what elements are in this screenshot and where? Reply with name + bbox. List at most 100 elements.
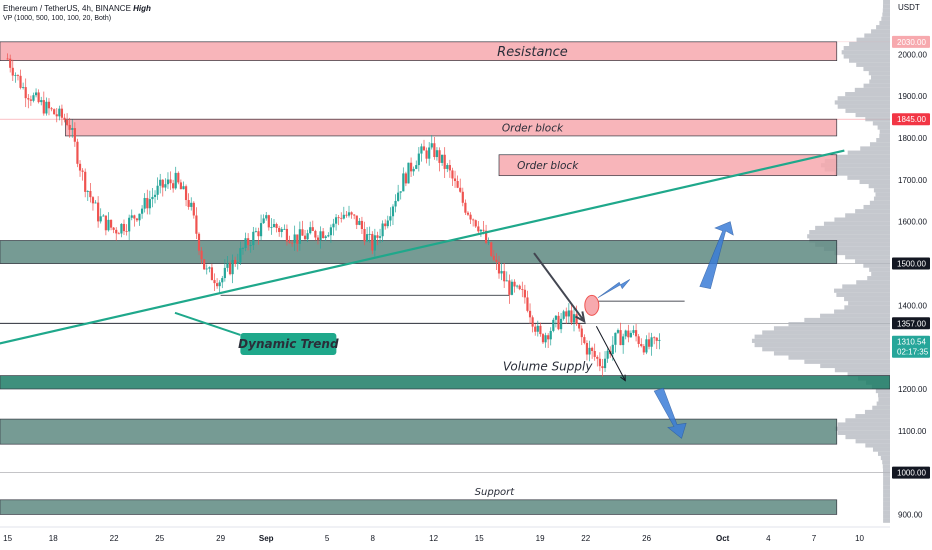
volume-profile-bar [879, 20, 890, 26]
candle-body [29, 99, 32, 101]
volume-profile-bar [754, 334, 890, 339]
candle-body [53, 109, 56, 115]
candle-body [559, 318, 563, 330]
candle-body [140, 208, 144, 214]
volume-profile-bar [837, 104, 890, 109]
candle-body [247, 238, 250, 246]
volume-profile-bar [868, 184, 890, 189]
candle-body [239, 248, 242, 263]
candle-body [580, 328, 583, 338]
candle-body [275, 224, 278, 228]
candle-body [521, 289, 524, 290]
candle-body [265, 215, 268, 219]
candle-body [285, 228, 289, 242]
candle-body [60, 108, 64, 118]
candle-body [547, 335, 550, 340]
candle-body [443, 154, 446, 169]
candle-body [177, 172, 180, 183]
volume-profile-bar [869, 79, 890, 84]
volume-profile-bar [872, 447, 890, 452]
time-tick: Oct [716, 534, 730, 543]
candle-body [192, 202, 195, 216]
candle-body [99, 216, 102, 222]
down-arrow-head [620, 374, 626, 382]
candle-body [218, 282, 221, 287]
candle-body [601, 366, 604, 369]
candle-body [448, 165, 451, 171]
candle-body [459, 187, 462, 192]
volume-profile-bar [883, 472, 890, 477]
candle-body [272, 224, 276, 228]
volume-profile-bar [834, 100, 890, 105]
candle-body [353, 214, 356, 216]
candle-body [195, 215, 198, 234]
candle-body [252, 231, 255, 246]
price-badge-label: 1357.00 [897, 319, 926, 328]
volume-profile-bar [876, 401, 890, 406]
candle-body [456, 181, 459, 188]
time-tick: 12 [429, 534, 438, 543]
candle-body [184, 186, 188, 201]
candle-body [653, 337, 656, 339]
time-tick: 19 [536, 534, 545, 543]
candle-body [104, 215, 107, 231]
volume-profile-bar [871, 29, 890, 34]
candle-body [562, 311, 565, 319]
candle-body [407, 162, 410, 184]
candle-body [645, 339, 648, 353]
price-badge-label: 2030.00 [897, 38, 926, 47]
volume-profile [751, 0, 890, 523]
candle-body [441, 154, 444, 163]
volume-profile-bar [865, 117, 890, 122]
candle-body [593, 350, 596, 357]
high-tag: High [133, 4, 151, 13]
candle-body [622, 336, 625, 346]
candle-body [378, 236, 382, 238]
candle-body [373, 235, 376, 251]
volume-profile-bar [882, 4, 890, 9]
candle-body [97, 202, 100, 222]
volume-profile-bar [849, 41, 890, 47]
volume-profile-bar [845, 92, 890, 97]
volume-profile-bar [883, 514, 890, 519]
candle-body [130, 215, 133, 218]
candle-body [640, 343, 643, 347]
candle-body [298, 229, 301, 244]
candle-body [402, 173, 405, 192]
candle-body [334, 217, 338, 224]
volume-profile-bar [788, 322, 890, 327]
candle-body [280, 229, 283, 232]
candle-body [347, 212, 351, 216]
candle-body [451, 170, 454, 179]
time-tick: 10 [855, 534, 864, 543]
price-tick: 1600.00 [898, 218, 927, 227]
price-badge [892, 466, 930, 479]
candle-body [606, 350, 609, 359]
candle-body [327, 235, 330, 237]
candle-body [86, 190, 89, 192]
time-tick: 29 [216, 534, 225, 543]
candle-body [45, 101, 48, 114]
bar-countdown-label: 02:17:35 [897, 348, 929, 357]
candle-body [244, 238, 247, 249]
zone-band-5 [0, 418, 838, 445]
candle-body [332, 223, 335, 228]
volume-profile-bar [883, 518, 890, 523]
volume-profile-bar [845, 434, 890, 440]
candle-body [161, 179, 164, 188]
candle-body [503, 271, 506, 282]
volume-profile-bar [881, 16, 890, 21]
zone-order-block [498, 154, 838, 177]
volume-profile-bar [883, 485, 890, 490]
candle-body [50, 108, 53, 110]
candle-body [355, 215, 358, 225]
candle-body [16, 74, 20, 76]
volume-profile-bar [869, 200, 890, 205]
candle-body [291, 242, 294, 244]
volume-profile-bar [882, 12, 890, 17]
candle-body [68, 124, 71, 130]
candle-body [469, 214, 472, 220]
time-tick: Sep [259, 534, 274, 543]
candle-body [65, 119, 69, 125]
